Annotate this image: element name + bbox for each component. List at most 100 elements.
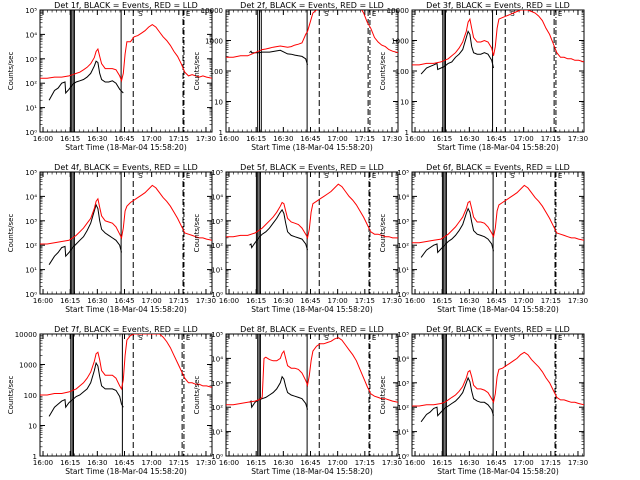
- end-marker: E: [186, 10, 190, 18]
- x-tick-label: 17:00: [142, 459, 162, 467]
- y-axis-label: Counts/sec: [379, 214, 387, 253]
- plot-frame: [225, 171, 399, 295]
- y-tick-label: 1: [219, 129, 223, 137]
- x-tick-label: 17:30: [382, 135, 402, 143]
- y-tick-label: 10⁰: [211, 291, 223, 299]
- chart-panel-4: Det 4f, BLACK = Events, RED = LLD 10⁰ 10¹ 1…: [7, 163, 216, 314]
- x-tick-label: 16:15: [246, 459, 266, 467]
- chart-title: Det 7f, BLACK = Events, RED = LLD: [54, 325, 198, 334]
- x-axis-label: Start Time (18-Mar-04 15:58:20): [65, 305, 187, 314]
- y-tick-label: 10³: [211, 218, 223, 226]
- y-axis-label: Counts/sec: [193, 52, 201, 91]
- start-marker: S: [138, 172, 143, 180]
- series-line-red: [226, 10, 398, 58]
- x-tick-label: 16:15: [246, 297, 266, 305]
- series-line-red: [412, 351, 584, 407]
- chart-title: Det 2f, BLACK = Events, RED = LLD: [240, 1, 384, 10]
- x-tick-label: 16:15: [432, 297, 452, 305]
- y-tick-label: 10⁴: [397, 193, 409, 201]
- y-tick-label: 10⁴: [211, 193, 223, 201]
- chart-title: Det 8f, BLACK = Events, RED = LLD: [240, 325, 384, 334]
- y-tick-label: 10000: [15, 331, 37, 339]
- start-marker: S: [510, 10, 515, 18]
- y-tick-label: 100: [24, 392, 37, 400]
- x-tick-label: 17:15: [169, 135, 189, 143]
- series-line-red: [412, 10, 584, 66]
- y-axis-label: Counts/sec: [379, 52, 387, 91]
- y-tick-label: 10: [28, 423, 37, 431]
- chart-panel-2: Det 2f, BLACK = Events, RED = LLD 1 10 100 1…: [193, 1, 402, 152]
- x-tick-label: 16:45: [300, 459, 320, 467]
- x-tick-label: 16:45: [300, 135, 320, 143]
- x-tick-label: 16:30: [87, 459, 107, 467]
- x-axis-label: Start Time (18-Mar-04 15:58:20): [437, 467, 559, 476]
- series-line-black: [249, 208, 308, 251]
- plot-frame: [39, 333, 213, 457]
- x-tick-label: 16:45: [486, 297, 506, 305]
- chart-panel-1: Det 1f, BLACK = Events, RED = LLD 10⁰ 10¹ 1…: [7, 1, 216, 152]
- x-tick-label: 17:30: [568, 297, 588, 305]
- x-tick-label: 17:15: [541, 459, 561, 467]
- plot-frame: [411, 171, 585, 295]
- x-tick-label: 16:00: [219, 297, 239, 305]
- y-tick-label: 10⁵: [25, 169, 37, 177]
- x-tick-label: 17:15: [541, 135, 561, 143]
- y-tick-label: 10³: [397, 380, 409, 388]
- x-tick-label: 16:45: [114, 459, 134, 467]
- x-tick-label: 17:15: [169, 459, 189, 467]
- chart-panel-7: Det 7f, BLACK = Events, RED = LLD 1 10 100 1…: [7, 325, 216, 476]
- y-tick-label: 10²: [397, 242, 409, 250]
- x-tick-label: 17:00: [514, 459, 534, 467]
- y-tick-label: 10⁴: [211, 355, 223, 363]
- series-line-black: [249, 49, 308, 66]
- chart-title: Det 5f, BLACK = Events, RED = LLD: [240, 163, 384, 172]
- x-tick-label: 17:30: [568, 135, 588, 143]
- series-line-red: [40, 334, 212, 396]
- chart-title: Det 3f, BLACK = Events, RED = LLD: [426, 1, 570, 10]
- x-tick-label: 17:15: [355, 459, 375, 467]
- end-marker: E: [372, 334, 376, 342]
- x-axis-label: Start Time (18-Mar-04 15:58:20): [65, 467, 187, 476]
- y-axis-label: Counts/sec: [379, 376, 387, 415]
- plot-frame: [411, 9, 585, 133]
- x-tick-label: 16:45: [114, 297, 134, 305]
- x-tick-label: 16:00: [405, 459, 425, 467]
- y-tick-label: 10³: [397, 218, 409, 226]
- x-tick-label: 17:15: [355, 297, 375, 305]
- end-marker: E: [186, 172, 190, 180]
- y-axis-label: Counts/sec: [7, 376, 15, 415]
- y-tick-label: 100: [396, 68, 409, 76]
- y-tick-label: 10⁰: [25, 129, 37, 137]
- series-line-red: [226, 183, 398, 240]
- x-tick-label: 17:00: [514, 297, 534, 305]
- x-tick-label: 16:00: [405, 135, 425, 143]
- y-tick-label: 10¹: [25, 267, 37, 275]
- start-marker: S: [510, 172, 515, 180]
- x-tick-label: 16:30: [273, 135, 293, 143]
- plot-frame: [39, 9, 213, 133]
- start-marker: S: [138, 10, 143, 18]
- x-tick-label: 17:00: [514, 135, 534, 143]
- y-tick-label: 10000: [387, 7, 409, 15]
- x-tick-label: 16:15: [432, 459, 452, 467]
- chart-title: Det 4f, BLACK = Events, RED = LLD: [54, 163, 198, 172]
- y-tick-label: 10²: [211, 404, 223, 412]
- series-line-red: [226, 337, 398, 406]
- y-tick-label: 10⁰: [397, 453, 409, 461]
- x-tick-label: 17:15: [355, 135, 375, 143]
- y-tick-label: 10⁵: [211, 169, 223, 177]
- y-tick-label: 10¹: [397, 267, 409, 275]
- end-marker: E: [186, 334, 190, 342]
- x-tick-label: 17:00: [328, 297, 348, 305]
- plot-frame: [39, 171, 213, 295]
- y-tick-label: 10¹: [211, 267, 223, 275]
- chart-panel-3: Det 3f, BLACK = Events, RED = LLD 1 10 100 1…: [379, 1, 588, 152]
- x-tick-label: 16:00: [33, 459, 53, 467]
- series-line-red: [40, 184, 212, 245]
- chart-panel-8: Det 8f, BLACK = Events, RED = LLD 10⁰ 10¹ 1…: [193, 325, 402, 476]
- chart-panel-6: Det 6f, BLACK = Events, RED = LLD 10⁰ 10¹ 1…: [379, 163, 588, 314]
- y-tick-label: 1000: [205, 38, 223, 46]
- y-tick-label: 10⁴: [25, 193, 37, 201]
- y-tick-label: 1: [33, 453, 37, 461]
